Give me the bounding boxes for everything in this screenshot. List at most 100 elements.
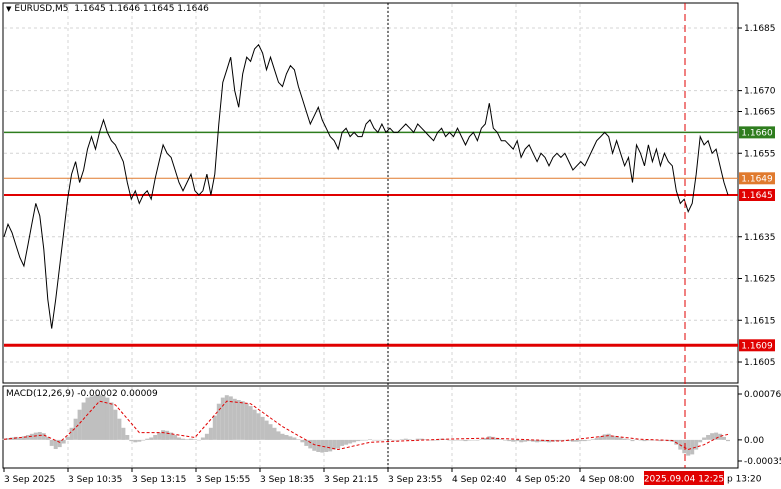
macd-bar — [582, 439, 587, 442]
macd-bar — [698, 439, 703, 443]
macd-bar — [503, 439, 508, 441]
macd-bar — [193, 439, 197, 440]
macd-bar — [109, 402, 114, 440]
macd-bar — [403, 438, 408, 440]
macd-bar — [630, 439, 635, 442]
macd-tick-label: -0.00035 — [744, 457, 781, 467]
time-tick-label: 3 Sep 2025 — [4, 475, 55, 485]
macd-bar — [642, 439, 647, 442]
macd-bar — [507, 439, 512, 442]
macd-bar — [570, 439, 575, 442]
macd-bar — [157, 432, 162, 440]
macd-bar — [69, 427, 74, 440]
macd-bar — [65, 436, 70, 440]
macd-bar — [200, 437, 205, 440]
macd-bar — [173, 435, 178, 440]
macd-bar — [375, 439, 380, 441]
macd-bar — [710, 433, 715, 440]
price-tick-label: 1.1665 — [744, 108, 776, 118]
macd-bar — [523, 439, 528, 442]
chart-header: ▼ EURUSD,M5 1.1645 1.1646 1.1645 1.1646 — [6, 4, 209, 14]
macd-bar — [379, 439, 384, 441]
macd-bar — [471, 439, 476, 441]
macd-bar — [288, 436, 293, 440]
macd-bar — [284, 435, 289, 440]
macd-bar — [93, 395, 98, 440]
macd-bar — [694, 439, 699, 450]
macd-bar — [53, 439, 58, 449]
macd-bar — [236, 400, 241, 440]
macd-bar — [177, 437, 181, 440]
macd-bar — [407, 439, 412, 440]
macd-bar — [475, 439, 480, 441]
macd-bar — [208, 427, 213, 440]
macd-bar — [686, 439, 691, 456]
macd-bar — [352, 439, 357, 443]
macd-bar — [662, 439, 667, 441]
macd-bar — [586, 439, 591, 441]
price-tick-label: 1.1685 — [744, 24, 776, 34]
macd-bar — [137, 439, 142, 442]
macd-bar — [622, 438, 627, 440]
macd-bar — [252, 409, 257, 440]
macd-bar — [125, 435, 130, 440]
macd-bar — [618, 437, 623, 440]
macd-bar — [391, 439, 396, 441]
macd-bar — [101, 395, 106, 440]
price-line — [3, 43, 729, 329]
price-axis[interactable]: 1.1685 1.1670 1.1665 1.1655 1.1635 1.1625 1.16… — [738, 24, 776, 368]
macd-bar — [113, 409, 118, 440]
macd-bar — [10, 437, 14, 440]
macd-bar — [312, 439, 317, 451]
macd-bar — [308, 439, 313, 449]
macd-bar — [706, 435, 711, 440]
macd-bar — [562, 439, 567, 441]
collapse-triangle-icon[interactable]: ▼ — [6, 5, 12, 13]
macd-bar — [300, 439, 305, 443]
time-tick-label: 3 Sep 23:55 — [388, 475, 442, 485]
cursor-time-text: 2025.09.04 12:25 — [644, 475, 724, 485]
macd-bar — [328, 439, 333, 452]
macd-signal-line — [3, 400, 729, 451]
macd-bar — [479, 439, 484, 440]
macd-bar — [276, 431, 281, 440]
macd-bar — [356, 439, 361, 442]
price-tick-label: 1.1670 — [744, 87, 776, 97]
macd-pane-frame — [2, 385, 739, 469]
macd-bar — [638, 439, 643, 441]
symbol-label: EURUSD,M5 — [14, 4, 69, 14]
macd-axis[interactable]: 0.00076 0.00 -0.00035 — [738, 390, 781, 467]
level-label: 1.1649 — [741, 174, 773, 184]
macd-bar — [165, 430, 170, 440]
macd-bar — [25, 435, 30, 440]
macd-bar — [702, 437, 707, 440]
macd-bar — [594, 438, 599, 440]
macd-bar — [61, 439, 66, 444]
time-tick-label: 4 Sep 05:20 — [516, 475, 571, 485]
time-tick-label: 3 Sep 21:15 — [324, 475, 378, 485]
macd-bar — [29, 433, 34, 440]
macd-bar — [244, 403, 249, 440]
macd-bar — [272, 427, 277, 440]
macd-bar — [690, 439, 695, 455]
macd-bar — [89, 396, 94, 440]
macd-bar — [264, 420, 269, 440]
time-axis[interactable]: 3 Sep 2025 3 Sep 10:35 3 Sep 13:15 3 Sep 15… — [3, 468, 635, 485]
macd-bar — [519, 439, 524, 443]
macd-tick-label: 0.00 — [744, 436, 764, 446]
macd-bar — [427, 439, 432, 441]
macd-bar — [614, 436, 619, 440]
macd-bar — [483, 438, 488, 440]
time-tick-label: 4 Sep 02:40 — [452, 475, 507, 485]
price-pane[interactable] — [2, 2, 739, 384]
macd-bar — [169, 432, 174, 440]
macd-bar — [133, 439, 138, 443]
time-tick-label: 4 Sep 08:00 — [580, 475, 635, 485]
macd-bar — [153, 435, 158, 440]
macd-bar — [399, 439, 404, 440]
price-grid — [4, 4, 737, 382]
macd-pane[interactable] — [2, 385, 739, 469]
macd-bar — [515, 439, 520, 442]
macd-bar — [527, 439, 532, 442]
